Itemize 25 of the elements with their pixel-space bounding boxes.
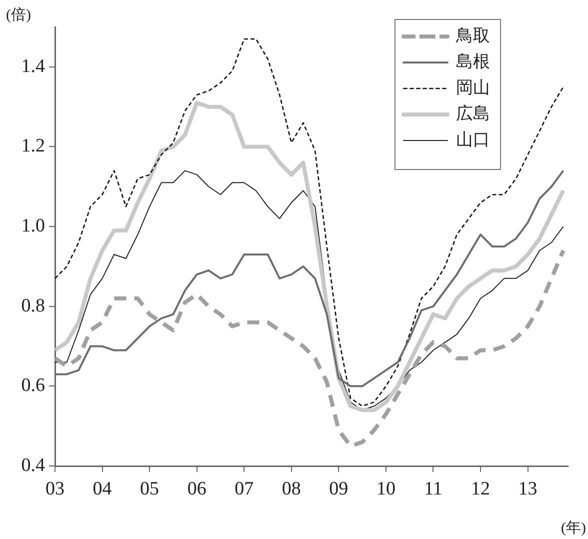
y-tick-label: 0.8 [21,295,45,316]
line-series [55,248,566,448]
y-axis-title: (倍) [6,6,31,24]
y-tick-label: 0.6 [21,375,45,396]
legend-label: 岡山 [456,78,490,97]
y-tick-label: 1.2 [21,136,45,157]
x-axis-title: (年) [561,519,586,536]
y-tick-label: 1.4 [21,56,46,77]
x-tick-label: 09 [329,478,348,500]
x-tick-label: 10 [376,478,396,500]
x-tick-label: 06 [187,478,206,500]
x-tick-label: 05 [140,478,160,500]
x-tick-label: 07 [234,478,254,500]
legend-label: 鳥取 [455,26,490,45]
x-tick-label: 12 [471,478,490,500]
legend-label: 広島 [456,104,490,123]
legend-label: 山口 [456,130,490,149]
legend-label: 島根 [456,52,490,71]
x-tick-label: 04 [92,478,112,500]
x-tick-label: 11 [424,478,442,500]
y-tick-label: 1.0 [21,216,45,237]
x-tick-label: 08 [282,478,301,500]
x-tick-label: 13 [518,478,538,500]
x-tick-label: 03 [46,478,64,500]
y-tick-label: 0.4 [21,454,46,476]
